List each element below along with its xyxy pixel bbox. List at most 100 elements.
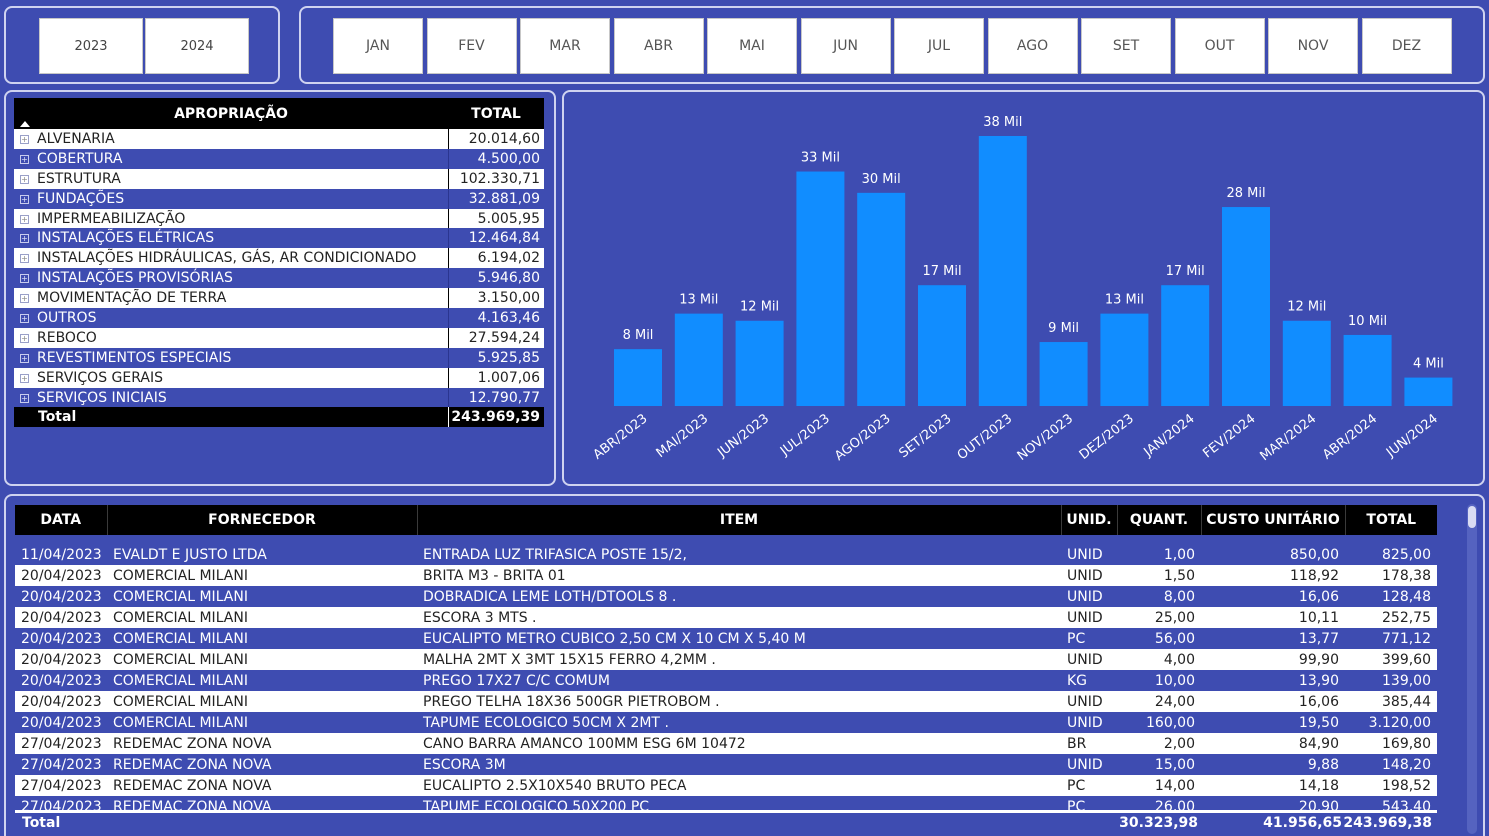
apropriacao-total: 5.005,95 — [447, 208, 544, 229]
expand-plus-icon[interactable]: + — [20, 154, 29, 164]
table-row[interactable]: 27/04/2023 REDEMAC ZONA NOVA CANO BARRA AM… — [15, 733, 1437, 754]
apropriacao-row[interactable]: + INSTALAÇÕES ELÉTRICAS 12.464,84 — [14, 228, 544, 249]
expand-plus-icon[interactable]: + — [20, 194, 29, 204]
detail-header-6[interactable]: TOTAL — [1344, 505, 1437, 535]
total-header[interactable]: TOTAL — [448, 98, 544, 129]
month-button-jul[interactable]: JUL — [894, 18, 984, 74]
bar-jun-2024[interactable] — [1404, 377, 1453, 406]
bar-set-2023[interactable] — [918, 285, 966, 406]
cell-fornecedor: COMERCIAL MILANI — [107, 670, 417, 691]
apropriacao-name: REBOCO — [37, 329, 97, 346]
apropriacao-row[interactable]: + MOVIMENTAÇÃO DE TERRA 3.150,00 — [14, 288, 544, 309]
expand-plus-icon[interactable]: + — [20, 294, 29, 304]
apropriacao-row[interactable]: + SERVIÇOS GERAIS 1.007,06 — [14, 367, 544, 388]
expand-plus-icon[interactable]: + — [20, 393, 29, 403]
month-button-fev[interactable]: FEV — [426, 18, 517, 74]
apropriacao-total: 1.007,06 — [447, 367, 544, 388]
bar-abr-2024[interactable] — [1343, 334, 1392, 406]
month-button-jan[interactable]: JAN — [333, 18, 423, 74]
cell-fornecedor: REDEMAC ZONA NOVA — [107, 733, 417, 754]
cell-data: 27/04/2023 — [15, 775, 107, 796]
apropriacao-row[interactable]: + ESTRUTURA 102.330,71 — [14, 168, 544, 189]
table-row[interactable]: 20/04/2023 COMERCIAL MILANI ESCORA 3 MTS .… — [15, 607, 1437, 628]
apropriacao-row[interactable]: + COBERTURA 4.500,00 — [14, 148, 544, 169]
data-label: 30 Mil — [862, 172, 901, 187]
cell-item: TAPUME ECOLOGICO 50CM X 2MT . — [417, 712, 1061, 733]
cell-item: PREGO 17X27 C/C COMUM — [417, 670, 1061, 691]
expand-plus-icon[interactable]: + — [20, 214, 29, 224]
bar-fev-2024[interactable] — [1222, 207, 1270, 406]
expand-plus-icon[interactable]: + — [20, 333, 29, 343]
month-button-mar[interactable]: MAR — [520, 18, 610, 74]
cell-item: PREGO TELHA 18X36 500GR PIETROBOM . — [417, 691, 1061, 712]
detail-header-0[interactable]: DATA — [15, 505, 107, 535]
month-button-mai[interactable]: MAI — [707, 18, 797, 74]
month-button-nov[interactable]: NOV — [1268, 18, 1358, 74]
apropriacao-row[interactable]: + REBOCO 27.594,24 — [14, 327, 544, 348]
apropriacao-row[interactable]: + SERVIÇOS INICIAIS 12.790,77 — [14, 387, 544, 408]
table-row[interactable]: 20/04/2023 COMERCIAL MILANI EUCALIPTO METR… — [15, 628, 1437, 649]
cell-unid: KG — [1061, 670, 1117, 691]
table-row[interactable]: 20/04/2023 COMERCIAL MILANI TAPUME ECOLOGI… — [15, 712, 1437, 733]
cell-custo-unitario: 14,18 — [1201, 775, 1345, 796]
apropriacao-row[interactable]: + FUNDAÇÕES 32.881,09 — [14, 188, 544, 209]
bar-dez-2023[interactable] — [1100, 313, 1149, 406]
bar-abr-2023[interactable] — [614, 349, 662, 406]
table-row[interactable]: 27/04/2023 REDEMAC ZONA NOVA ESCORA 3M UNID… — [15, 754, 1437, 775]
table-row[interactable]: 11/04/2023 EVALDT E JUSTO LTDA ENTRADA LUZ… — [15, 544, 1437, 565]
apropriacao-row[interactable]: + OUTROS 4.163,46 — [14, 308, 544, 328]
apropriacao-row[interactable]: + ALVENARIA 20.014,60 — [14, 129, 544, 149]
detail-header-3[interactable]: UNID. — [1060, 505, 1117, 535]
detail-header-1[interactable]: FORNECEDOR — [106, 505, 417, 535]
bar-mai-2023[interactable] — [674, 313, 723, 406]
apropriacao-row[interactable]: + IMPERMEABILIZAÇÃO 5.005,95 — [14, 208, 544, 229]
bar-out-2023[interactable] — [978, 136, 1027, 406]
apropriacao-row[interactable]: + REVESTIMENTOS ESPECIAIS 5.925,85 — [14, 347, 544, 368]
expand-plus-icon[interactable]: + — [20, 254, 29, 264]
table-row[interactable]: 20/04/2023 COMERCIAL MILANI DOBRADICA LEME… — [15, 586, 1437, 607]
bar-ago-2023[interactable] — [857, 192, 906, 406]
bar-nov-2023[interactable] — [1039, 342, 1088, 406]
expand-plus-icon[interactable]: + — [20, 373, 29, 383]
year-button-2023[interactable]: 2023 — [39, 18, 143, 74]
detail-header-5[interactable]: CUSTO UNITÁRIO — [1200, 505, 1345, 535]
table-row[interactable]: 20/04/2023 COMERCIAL MILANI PREGO TELHA 18… — [15, 691, 1437, 712]
expand-plus-icon[interactable]: + — [20, 174, 29, 184]
table-row[interactable]: 20/04/2023 COMERCIAL MILANI MALHA 2MT X 3M… — [15, 649, 1437, 670]
detail-panel: DATA FORNECEDOR ITEM UNID. QUANT. CUSTO UNITÁ… — [4, 494, 1485, 836]
detail-header-2[interactable]: ITEM — [416, 505, 1061, 535]
bar-jan-2024[interactable] — [1161, 285, 1210, 406]
table-row[interactable]: 20/04/2023 COMERCIAL MILANI PREGO 17X27 C/… — [15, 670, 1437, 691]
apropriacao-row[interactable]: + INSTALAÇÕES PROVISÓRIAS 5.946,80 — [14, 268, 544, 289]
apropriacao-header[interactable]: APROPRIAÇÃO — [14, 98, 448, 129]
scrollbar-thumb[interactable] — [1468, 506, 1476, 528]
expand-plus-icon[interactable]: + — [20, 313, 29, 323]
apropriacao-name-cell: + ESTRUTURA — [14, 168, 448, 189]
sort-ascending-icon[interactable] — [20, 121, 30, 127]
expand-plus-icon[interactable]: + — [20, 134, 29, 144]
year-button-2024[interactable]: 2024 — [145, 18, 249, 74]
apropriacao-name-cell: + FUNDAÇÕES — [14, 188, 448, 209]
bar-jul-2023[interactable] — [796, 171, 845, 406]
expand-plus-icon[interactable]: + — [20, 234, 29, 244]
expand-plus-icon[interactable]: + — [20, 353, 29, 363]
table-row[interactable]: 20/04/2023 COMERCIAL MILANI BRITA M3 - BRI… — [15, 565, 1437, 586]
table-row[interactable]: 27/04/2023 REDEMAC ZONA NOVA EUCALIPTO 2.5… — [15, 775, 1437, 796]
cell-item: CANO BARRA AMANCO 100MM ESG 6M 10472 — [417, 733, 1061, 754]
month-button-jun[interactable]: JUN — [800, 18, 891, 74]
month-button-out[interactable]: OUT — [1174, 18, 1265, 74]
month-button-ago[interactable]: AGO — [987, 18, 1078, 74]
bar-mar-2024[interactable] — [1282, 320, 1331, 406]
month-button-dez[interactable]: DEZ — [1361, 18, 1452, 74]
month-button-abr[interactable]: ABR — [613, 18, 704, 74]
bar-jun-2023[interactable] — [735, 320, 784, 406]
cell-total: 252,75 — [1345, 607, 1437, 628]
expand-plus-icon[interactable]: + — [20, 274, 29, 284]
vertical-scrollbar[interactable] — [1467, 504, 1477, 834]
cell-total: 385,44 — [1345, 691, 1437, 712]
apropriacao-name: INSTALAÇÕES PROVISÓRIAS — [37, 270, 233, 287]
apropriacao-table: APROPRIAÇÃO TOTAL + ALVENARIA 20.014,60 + CO… — [14, 98, 544, 428]
month-button-set[interactable]: SET — [1081, 18, 1171, 74]
apropriacao-row[interactable]: + INSTALAÇÕES HIDRÁULICAS, GÁS, AR CONDIC… — [14, 248, 544, 269]
detail-header-4[interactable]: QUANT. — [1116, 505, 1201, 535]
